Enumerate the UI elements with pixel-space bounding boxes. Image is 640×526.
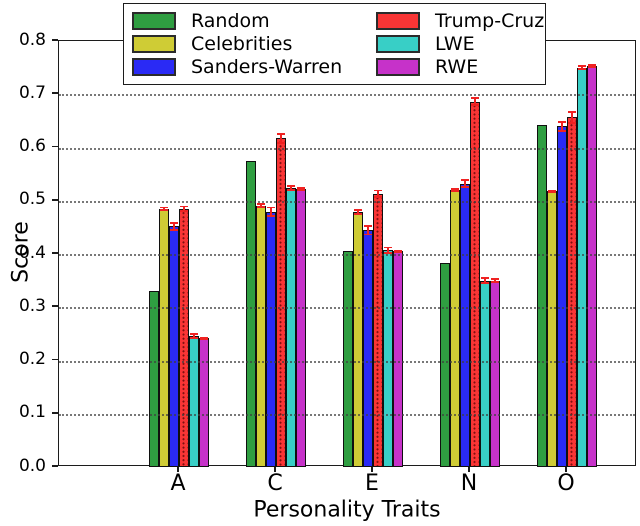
y-tick-label: 0.0 <box>18 455 46 476</box>
bar-sanders-warren-C <box>266 211 276 467</box>
bar-lwe-N <box>480 280 490 467</box>
x-tick-label: A <box>170 471 186 496</box>
x-tick-mark <box>274 466 276 472</box>
y-tick-mark <box>52 39 58 41</box>
bar-rwe-E <box>393 251 403 467</box>
y-tick-label: 0.2 <box>18 349 46 369</box>
y-tick-label: 0.4 <box>18 242 46 263</box>
bar-celebrities-O <box>547 191 557 467</box>
bar-sanders-warren-N <box>460 183 470 467</box>
y-axis-label: Score <box>8 221 34 283</box>
bar-trump-cruz-O <box>567 117 577 467</box>
y-tick-label: 0.5 <box>18 189 46 210</box>
legend-swatch <box>132 34 176 53</box>
bar-random-N <box>440 263 450 467</box>
error-bar-cap-top <box>578 64 586 67</box>
error-bar-cap-top <box>190 332 198 335</box>
bar-trump-cruz-N <box>470 101 480 467</box>
bar-lwe-C <box>286 187 296 467</box>
legend-label: Trump-Cruz <box>435 9 545 32</box>
bar-celebrities-A <box>159 208 169 467</box>
bar-lwe-O <box>577 67 587 467</box>
bar-rwe-A <box>199 338 209 467</box>
bar-sanders-warren-E <box>363 230 373 467</box>
bar-trump-cruz-A <box>179 208 189 467</box>
bar-random-C <box>246 161 256 467</box>
y-tick-mark <box>52 465 58 467</box>
bar-random-E <box>343 251 353 467</box>
x-tick-label: O <box>557 471 575 496</box>
x-tick-mark <box>371 466 373 472</box>
legend-swatch <box>132 11 176 30</box>
plot-area <box>58 40 636 467</box>
y-tick-mark <box>52 411 58 414</box>
legend-item-rwe: RWE <box>376 57 544 77</box>
legend-swatch <box>376 11 420 30</box>
error-bar-cap-top <box>384 246 392 249</box>
y-tick-mark <box>52 198 58 201</box>
bar-sanders-warren-O <box>557 126 567 467</box>
bar-random-A <box>149 290 159 467</box>
y-tick-mark <box>52 92 58 95</box>
error-bar-cap-top <box>180 205 188 208</box>
legend-item-lwe: LWE <box>376 34 544 54</box>
bar-celebrities-E <box>353 211 363 467</box>
legend-swatch <box>376 34 420 53</box>
x-axis-label: Personality Traits <box>253 497 441 523</box>
bar-lwe-A <box>189 336 199 467</box>
legend-item-celebrities: Celebrities <box>132 34 376 54</box>
x-tick-mark <box>468 466 470 472</box>
y-tick-mark <box>52 358 58 361</box>
legend-label: Random <box>191 9 270 32</box>
bar-trump-cruz-C <box>276 138 286 467</box>
error-bar-cap-top <box>267 206 275 209</box>
error-bar-cap-top <box>461 179 469 182</box>
x-tick-label: E <box>365 471 379 496</box>
error-bar-cap-top <box>374 189 382 192</box>
error-bar-cap-top <box>354 209 362 212</box>
y-tick-label: 0.6 <box>18 136 46 156</box>
error-bar-cap-top <box>364 224 372 227</box>
bar-rwe-O <box>587 66 597 467</box>
legend-item-sanders-warren: Sanders-Warren <box>132 57 376 77</box>
error-bar-cap-top <box>471 97 479 100</box>
error-bar-cap-top <box>170 222 178 224</box>
legend-item-trump-cruz: Trump-Cruz <box>376 11 544 31</box>
legend: Random Celebrities Sanders-Warren Trump-Cru… <box>123 3 546 85</box>
legend-label: Sanders-Warren <box>191 56 343 79</box>
bar-sanders-warren-A <box>169 226 179 467</box>
bar-celebrities-C <box>256 205 266 467</box>
bar-lwe-E <box>383 250 393 467</box>
legend-label: LWE <box>435 32 475 55</box>
x-tick-label: C <box>267 471 283 496</box>
bar-rwe-C <box>296 189 306 467</box>
legend-label: RWE <box>435 56 479 79</box>
bar-celebrities-N <box>450 190 460 467</box>
x-tick-mark <box>565 466 567 472</box>
y-tick-label: 0.7 <box>18 82 46 103</box>
x-tick-mark <box>177 466 179 472</box>
gridline-0.6 <box>59 147 635 150</box>
error-bar-cap-top <box>287 184 295 187</box>
x-tick-label: N <box>460 471 478 496</box>
y-tick-label: 0.3 <box>18 295 46 316</box>
error-bar-cap-top <box>558 120 566 123</box>
error-bar-cap-top <box>277 133 285 135</box>
legend-label: Celebrities <box>191 32 293 55</box>
bar-rwe-N <box>490 280 500 467</box>
bar-trump-cruz-E <box>373 193 383 467</box>
y-tick-mark <box>52 305 58 308</box>
y-tick-label: 0.1 <box>18 402 46 423</box>
y-tick-mark <box>52 252 58 254</box>
bar-random-O <box>537 124 547 467</box>
gridline-0.7 <box>59 94 635 97</box>
legend-swatch <box>132 58 176 77</box>
y-tick-mark <box>52 145 58 148</box>
legend-item-random: Random <box>132 11 376 31</box>
legend-swatch <box>376 58 420 77</box>
error-bar-cap-top <box>481 277 489 280</box>
y-tick-label: 0.8 <box>18 29 46 50</box>
error-bar-cap-top <box>568 110 576 113</box>
